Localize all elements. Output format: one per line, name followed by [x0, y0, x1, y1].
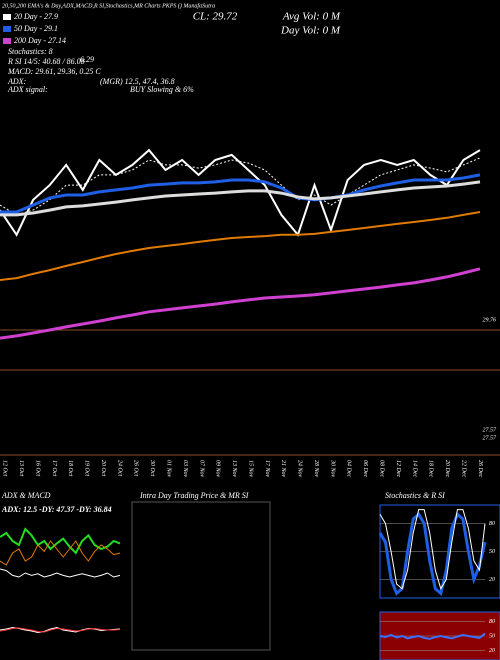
panel-title: ADX & MACD: [1, 491, 51, 500]
x-tick-label: 19 Oct: [84, 460, 90, 476]
series-line: [0, 627, 121, 633]
stat: ADX:: [7, 77, 27, 86]
panel-title: Stochastics & R SI: [385, 491, 445, 500]
x-tick-label: 17 Nov: [264, 460, 270, 478]
legend-swatch: [3, 26, 11, 32]
x-tick-label: 07 Nov: [198, 460, 204, 478]
x-tick-label: 12 Dec: [395, 460, 401, 477]
y-tick-label: 80: [489, 619, 495, 625]
stat: Stochastics: 8: [8, 47, 53, 56]
x-tick-label: 13 Nov: [231, 460, 237, 478]
x-tick-label: 22 Dec: [460, 460, 466, 477]
x-tick-label: 15 Nov: [247, 460, 253, 478]
series-line: [379, 509, 486, 590]
panel-frame: [131, 501, 271, 651]
series-line: [0, 540, 121, 566]
series-line: [379, 632, 486, 640]
stat: 200 Day - 27.14: [14, 36, 66, 45]
close: CL: 29.72: [193, 11, 238, 23]
x-tick-label: 18 Oct: [67, 460, 73, 476]
series-line: [0, 267, 481, 340]
stat: ADX signal:: [7, 85, 48, 94]
x-tick-label: 12 Oct: [2, 460, 8, 476]
series-line: [0, 527, 121, 555]
x-tick-label: 04 Dec: [346, 460, 353, 477]
y-tick-label: 20: [489, 648, 495, 654]
x-tick-label: 03 Nov: [182, 460, 188, 478]
legend-swatch: [3, 38, 11, 44]
x-tick-label: 26 Dec: [477, 460, 483, 477]
stat: MACD: 29.61, 29.36, 0.25 C: [7, 67, 101, 76]
x-tick-label: 21 Nov: [280, 460, 286, 478]
day-vol: Day Vol: 0 M: [280, 25, 341, 37]
x-tick-label: 01 Nov: [165, 460, 171, 478]
x-tick-label: 30 Oct: [149, 459, 155, 476]
x-tick-label: 26 Oct: [133, 460, 139, 476]
series-line: [0, 157, 481, 216]
stat: (MGR) 12.5, 47.4, 36.8: [100, 77, 175, 86]
avg-vol: Avg Vol: 0 M: [282, 11, 341, 23]
series-line: [0, 211, 481, 281]
series-line: [0, 568, 121, 578]
x-tick-label: 09 Nov: [215, 460, 221, 478]
stat: BUY Slowing & 6%: [130, 85, 194, 94]
stat: 20 Day - 27.9: [14, 12, 58, 21]
series-line: [0, 180, 481, 217]
series-line: [0, 148, 481, 237]
header-title: 20,50,200 EMA's & Day,ADX,MACD,R SI,Stoc…: [2, 2, 215, 9]
panel-title: Intra Day Trading Price & MR SI: [139, 491, 249, 500]
right-label: 27.57: [483, 435, 498, 441]
x-tick-label: 13 Oct: [18, 460, 24, 476]
x-tick-label: 30 Nov: [329, 459, 335, 478]
x-tick-label: 16 Oct: [34, 460, 40, 476]
x-tick-label: 20 Oct: [100, 460, 106, 476]
x-tick-label: 24 Nov: [297, 460, 304, 478]
annotation: ADX: 12.5 -DY: 47.37 -DY: 36.84: [1, 505, 112, 514]
stat: 6.29: [80, 55, 94, 64]
stat: 50 Day - 29.1: [14, 24, 58, 33]
x-tick-label: 17 Oct: [51, 460, 57, 476]
x-tick-label: 20 Dec: [444, 460, 450, 477]
y-tick-label: 50: [489, 549, 495, 555]
legend-swatch: [3, 14, 11, 20]
x-tick-label: 06 Dec: [362, 460, 368, 477]
x-tick-label: 24 Oct: [116, 460, 123, 476]
y-tick-label: 50: [489, 633, 495, 639]
y-tick-label: 20: [489, 577, 495, 583]
x-tick-label: 14 Dec: [411, 460, 418, 477]
right-label: 29.76: [483, 317, 497, 323]
right-label: 27.57: [483, 427, 498, 433]
series-line: [378, 511, 487, 597]
y-tick-label: 80: [489, 521, 495, 527]
x-tick-label: 28 Nov: [313, 460, 319, 478]
x-tick-label: 18 Dec: [428, 460, 434, 477]
series-line: [0, 173, 481, 214]
x-tick-label: 08 Dec: [379, 460, 385, 477]
stat: R SI 14/5: 40.68 / 86.08: [7, 57, 85, 66]
